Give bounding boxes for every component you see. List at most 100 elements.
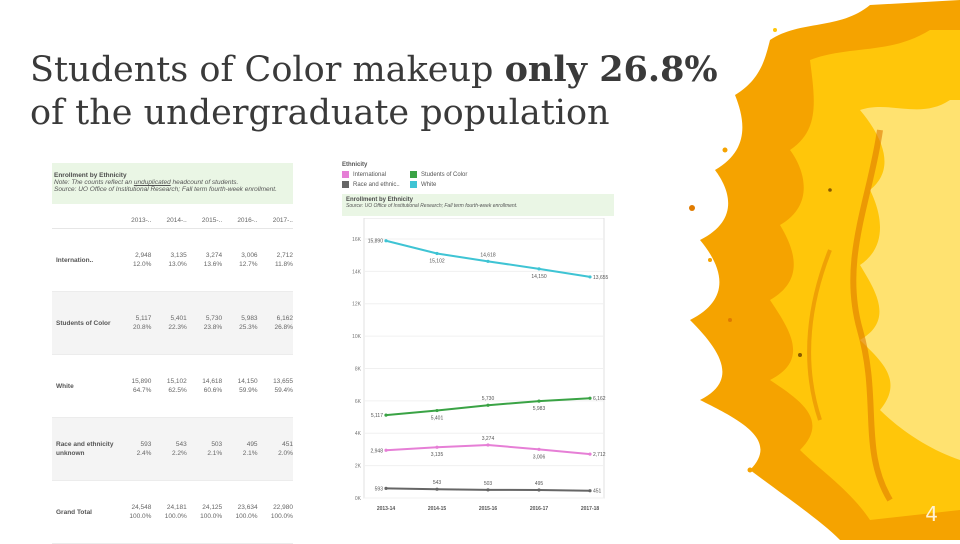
legend-title: Ethnicity [342,162,368,168]
table-note-suffix: headcount of students. [170,179,239,186]
data-point [486,488,490,492]
legend-label: Students of Color [421,171,468,178]
data-point [537,447,541,451]
legend-label: White [421,181,437,188]
table-row: Internation.. 2,948 12.0% 3,135 13.0% 3,274 13… [52,229,293,292]
cell-count: 495 [246,441,258,448]
table-cell: 13,655 59.4% [258,377,293,395]
y-tick-label: 6K [355,399,362,405]
cell-count: 451 [282,441,293,448]
cell-count: 5,983 [241,315,258,322]
y-tick-label: 8K [355,366,362,372]
column-header[interactable]: 2013-.. [131,216,152,224]
title-text-part1: Students of Color makeup [30,50,505,90]
cell-count: 22,980 [273,504,293,511]
table-cell: 23,634 100.0% [222,503,258,521]
table-cell: 24,181 100.0% [151,503,187,521]
data-label: 15,890 [368,239,384,245]
data-point [537,488,541,492]
data-point [486,443,490,447]
page-number: 4 [925,502,938,526]
table-cell: 5,730 23.8% [187,314,222,332]
data-point [435,487,439,491]
cell-count: 13,655 [273,378,293,385]
data-point [384,448,388,452]
table-cell: 22,980 100.0% [258,503,293,521]
cell-count: 15,102 [166,378,187,385]
cell-percent: 22.3% [168,324,187,331]
paint-splash-decoration [689,0,960,540]
cell-percent: 2.0% [278,450,293,457]
table-cell: 14,150 59.9% [222,377,258,395]
table-row: Race and ethnicity unknown 593 2.4% 543 2.2%… [52,418,293,481]
legend-item-students-of-color[interactable]: Students of Color [410,171,490,178]
table-row: Students of Color 5,117 20.8% 5,401 22.3% 5,7… [52,292,293,355]
x-tick-label: 2015-16 [479,506,498,512]
data-point [588,275,592,279]
data-label: 3,135 [431,452,444,458]
x-tick-label: 2014-15 [428,506,447,512]
data-point [384,239,388,243]
cell-percent: 59.9% [239,387,258,394]
cell-percent: 12.0% [132,261,152,268]
cell-percent: 26.8% [274,324,293,331]
cell-count: 593 [140,441,152,448]
column-header[interactable]: 2017-.. [272,216,293,224]
cell-percent: 20.8% [132,324,152,331]
table-cell: 543 2.2% [151,440,187,458]
cell-percent: 13.6% [203,261,223,268]
cell-percent: 62.5% [168,387,187,394]
cell-count: 14,618 [202,378,223,385]
table-cell: 503 2.1% [187,440,222,458]
row-label: Grand Total [56,508,92,516]
cell-percent: 2.1% [242,450,258,457]
cell-count: 14,150 [237,378,258,385]
legend-item-international[interactable]: International [342,171,410,178]
table-note: Note: The counts reflect an unduplicated… [54,179,291,186]
data-label: 2,948 [370,448,383,454]
y-tick-label: 14K [352,269,362,275]
legend-swatch [342,171,349,178]
legend-item-race-unknown[interactable]: Race and ethnic.. [342,181,410,188]
cell-percent: 100.0% [235,513,258,520]
data-label: 5,401 [431,416,444,422]
data-point [588,489,592,493]
chart-title: Enrollment by Ethnicity [346,197,414,203]
data-point [588,452,592,456]
legend-label: International [353,171,387,178]
data-label: 543 [433,480,442,486]
table-cell: 15,102 62.5% [151,377,187,395]
data-label: 13,655 [593,275,609,281]
table-row: White 15,890 64.7% 15,102 62.5% 14,618 60.6% 14… [52,355,293,418]
table-cell: 2,712 11.8% [258,251,293,269]
chart-legend: International Students of Color Race and… [342,171,614,188]
data-point [486,403,490,407]
legend-item-white[interactable]: White [410,181,490,188]
cell-count: 5,730 [205,315,223,322]
data-label: 3,274 [482,436,495,442]
table-cell: 495 2.1% [222,440,258,458]
y-tick-label: 2K [355,464,362,470]
table-cell: 2,948 12.0% [116,251,151,269]
table-note-prefix: Note: The counts reflect an [54,179,134,186]
line-chart: 0K 2K 4K 6K 8K 10K 12K 14K 16K 2013-14 2014-15 2015… [352,218,609,512]
cell-percent: 100.0% [164,513,187,520]
data-point [435,251,439,256]
column-header[interactable]: 2014-.. [166,216,187,224]
cell-count: 2,712 [276,252,293,259]
data-label: 5,730 [482,396,495,402]
data-point [384,413,388,417]
column-header[interactable]: 2015-.. [201,216,223,224]
cell-count: 24,181 [166,504,187,511]
data-label: 14,618 [480,252,496,258]
column-header[interactable]: 2016-.. [237,216,258,224]
cell-count: 503 [211,441,223,448]
y-tick-label: 0K [355,496,362,502]
cell-percent: 23.8% [203,324,223,331]
slide-title: Students of Color makeup only 26.8% of th… [30,48,750,135]
cell-count: 15,890 [131,378,152,385]
chart-subtitle: Source: UO Office of Institutional Resea… [346,203,518,209]
legend-swatch [342,181,349,188]
data-label: 3,006 [533,454,546,460]
table-header: Enrollment by Ethnicity Note: The counts… [52,163,293,204]
